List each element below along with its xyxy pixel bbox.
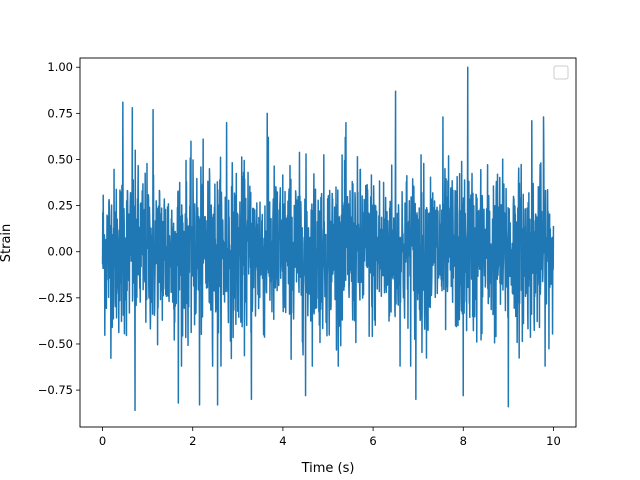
legend-box — [553, 65, 569, 80]
x-tick-label: 4 — [279, 434, 286, 448]
y-axis: −0.75 −0.50 −0.25 0.00 0.25 0.50 0.75 1.00 — [38, 60, 80, 397]
y-tick-label: 0.50 — [47, 152, 73, 166]
x-axis-label: Time (s) — [301, 461, 355, 476]
y-tick-label: −0.50 — [38, 337, 73, 351]
y-tick-label: 0.00 — [47, 245, 73, 259]
x-tick-label: 6 — [369, 434, 376, 448]
y-axis-label: Strain — [0, 224, 14, 263]
plot-frame — [79, 57, 577, 428]
strain-series-line — [101, 66, 555, 412]
x-tick-label: 2 — [189, 434, 196, 448]
y-tick-label: −0.75 — [38, 383, 73, 397]
y-tick-label: 0.75 — [47, 106, 73, 120]
y-tick-label: 1.00 — [47, 60, 73, 74]
x-tick-label: 8 — [460, 434, 467, 448]
x-tick-label: 10 — [546, 434, 561, 448]
x-axis: 0 2 4 6 8 10 — [99, 427, 561, 448]
y-tick-label: 0.25 — [47, 199, 73, 213]
y-tick-label: −0.25 — [38, 291, 73, 305]
x-tick-label: 0 — [99, 434, 106, 448]
